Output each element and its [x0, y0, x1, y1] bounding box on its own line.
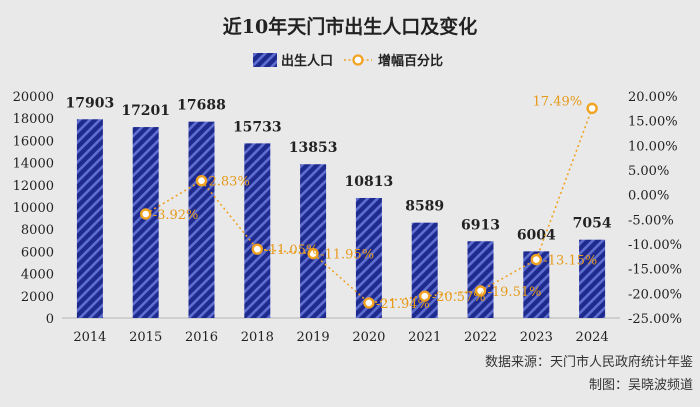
- x-tick-label: 2023: [520, 330, 553, 345]
- y-right-tick-label: 15.00%: [628, 115, 678, 130]
- growth-point: [586, 102, 598, 115]
- growth-point: [139, 208, 152, 220]
- y-left-tick-label: 12000: [13, 179, 54, 194]
- legend-bar-label: 出生人口: [281, 53, 333, 69]
- growth-value-label: -13.15%: [543, 254, 597, 269]
- growth-value-label: -20.57%: [432, 290, 486, 305]
- y-right-tick-label: 5.00%: [628, 164, 669, 179]
- growth-value-label: -11.95%: [320, 248, 374, 263]
- bar-value-label: 17903: [66, 95, 115, 111]
- x-tick-label: 2018: [241, 330, 274, 345]
- bar: [467, 241, 494, 318]
- bars: 17903 17201 17688 15733 13853 10813 8589 6913 60…: [66, 95, 612, 318]
- y-left-tick-label: 6000: [21, 245, 54, 260]
- y-left-tick-label: 20000: [13, 90, 54, 105]
- growth-value-label: -11.05%: [264, 243, 318, 258]
- legend-line-label: 增幅百分比: [378, 53, 443, 69]
- growth-point: [419, 290, 431, 302]
- x-axis: 2014 2015 2016 2018 2019 2020 2021 2022 2023 2024: [73, 330, 608, 345]
- y-left-tick-label: 8000: [21, 223, 54, 238]
- x-tick-label: 2024: [576, 330, 609, 345]
- x-tick-label: 2016: [185, 330, 218, 345]
- y-left-tick-label: 0: [46, 312, 54, 327]
- y-right-axis: -25.00% -20.00% -15.00% -10.00% -5.00% 0.00% 5…: [628, 90, 682, 327]
- y-right-tick-label: -5.00%: [628, 213, 674, 228]
- y-left-tick-label: 2000: [21, 290, 54, 305]
- line-series: -3.92%2.83%-11.05% -11.95%-21.94% -20.57% -…: [139, 94, 598, 312]
- growth-point: [307, 247, 319, 260]
- x-tick-label: 2015: [129, 330, 162, 345]
- growth-point: [474, 285, 487, 297]
- y-right-tick-label: -10.00%: [628, 238, 682, 253]
- y-right-tick-label: 10.00%: [628, 139, 678, 154]
- growth-value-label: -21.94%: [376, 297, 430, 312]
- bar-value-label: 6913: [461, 217, 500, 233]
- growth-point: [363, 297, 375, 309]
- y-right-tick-label: -20.00%: [628, 287, 682, 302]
- bar-value-label: 13853: [289, 140, 338, 156]
- source-note: 数据来源：天门市人民政府统计年鉴: [485, 354, 693, 370]
- bar: [188, 121, 215, 318]
- x-tick-label: 2019: [297, 330, 330, 345]
- bar-value-label: 6004: [517, 227, 556, 243]
- bar-value-label: 17201: [121, 103, 170, 119]
- growth-value-label: -19.51%: [488, 285, 542, 300]
- bar: [132, 127, 159, 318]
- bar-value-label: 7054: [573, 216, 612, 232]
- y-right-tick-label: -15.00%: [628, 263, 682, 278]
- bar: [579, 239, 606, 318]
- legend-line-marker: [352, 54, 364, 66]
- y-left-tick-label: 18000: [13, 112, 54, 127]
- growth-value-label: 2.83%: [209, 175, 250, 190]
- growth-value-label: 17.49%: [533, 94, 583, 109]
- y-right-tick-label: 20.00%: [628, 90, 678, 105]
- growth-point: [195, 175, 208, 187]
- growth-value-label: -3.92%: [153, 208, 199, 223]
- y-right-tick-label: -25.00%: [628, 312, 682, 327]
- y-left-tick-label: 10000: [13, 201, 54, 216]
- legend: 出生人口 增幅百分比: [253, 53, 443, 69]
- bar: [76, 119, 103, 318]
- x-tick-label: 2022: [464, 330, 497, 345]
- bar: [244, 143, 271, 318]
- growth-point: [251, 243, 263, 255]
- x-tick-label: 2020: [352, 330, 385, 345]
- chart-title: 近10年天门市出生人口及变化: [223, 15, 477, 38]
- x-tick-label: 2021: [408, 330, 441, 345]
- bar: [411, 222, 438, 318]
- growth-point: [530, 253, 542, 266]
- legend-bar-swatch: [253, 53, 277, 67]
- y-left-tick-label: 4000: [21, 268, 54, 283]
- bar: [300, 164, 327, 318]
- bar-value-label: 15733: [233, 119, 282, 135]
- bar-value-label: 8589: [405, 199, 444, 215]
- bar-value-label: 10813: [345, 174, 394, 190]
- y-left-tick-label: 16000: [13, 134, 54, 149]
- y-left-axis: 0 2000 4000 6000 8000 10000 12000 14000 16000 180…: [13, 90, 54, 327]
- y-right-tick-label: 0.00%: [628, 189, 669, 204]
- bar-value-label: 17688: [177, 98, 226, 114]
- x-tick-label: 2014: [73, 330, 106, 345]
- y-left-tick-label: 14000: [13, 157, 54, 172]
- credit-note: 制图：吴晓波频道: [589, 378, 693, 393]
